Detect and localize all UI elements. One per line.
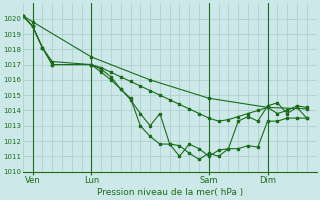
X-axis label: Pression niveau de la mer( hPa ): Pression niveau de la mer( hPa ) xyxy=(97,188,243,197)
